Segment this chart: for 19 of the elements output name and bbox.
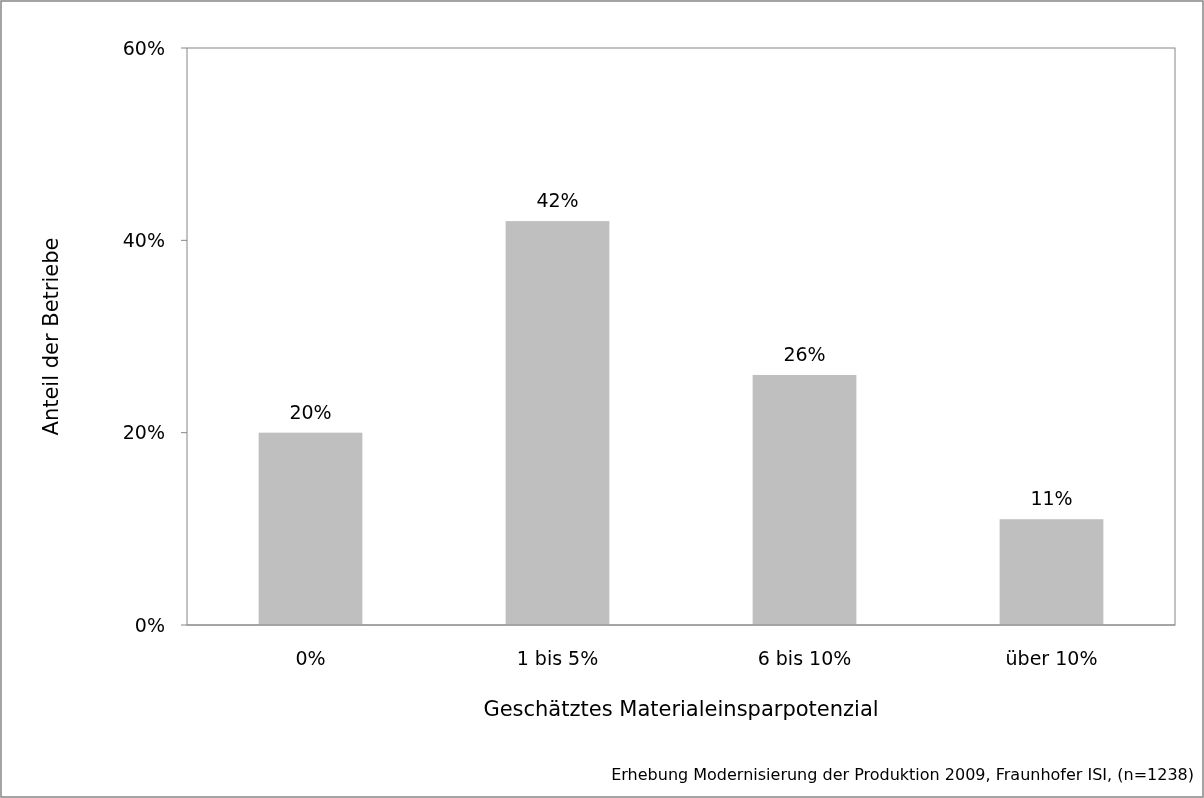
bar	[258, 432, 363, 625]
y-axis-title: Anteil der Betriebe	[39, 237, 63, 436]
data-label: 42%	[536, 189, 579, 212]
y-tick-label: 0%	[134, 613, 165, 636]
data-label: 11%	[1030, 487, 1073, 510]
x-tick-label: 0%	[295, 647, 326, 669]
bar	[999, 519, 1104, 625]
x-tick-label: 6 bis 10%	[757, 647, 852, 669]
x-axis-title: Geschätztes Materialeinsparpotenzial	[483, 697, 879, 721]
data-label: 20%	[289, 400, 332, 423]
text: Erhebung Modernisierung der Produktion 2009, Fraunhofer ISI, (n=1238)	[611, 765, 1194, 784]
bar	[752, 374, 857, 625]
x-tick-label: über 10%	[1005, 647, 1098, 669]
y-tick-label: 20%	[122, 421, 165, 444]
x-tick-label: 1 bis 5%	[516, 647, 599, 669]
y-tick-label: 40%	[122, 228, 165, 251]
bar	[505, 221, 610, 625]
y-tick-label: 60%	[122, 36, 165, 59]
data-label: 26%	[783, 342, 826, 365]
